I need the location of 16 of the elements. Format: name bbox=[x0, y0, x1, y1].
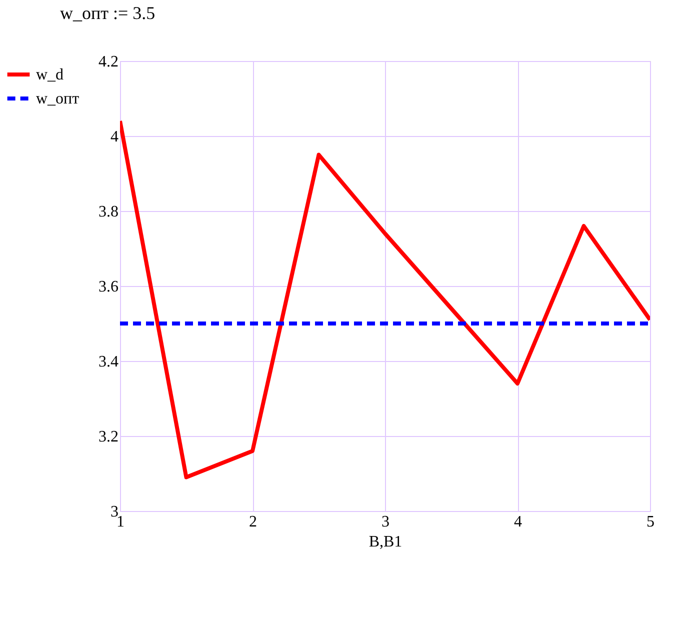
chart-title: w_опт := 3.5 bbox=[60, 3, 156, 23]
y-tick-label: 4 bbox=[110, 128, 118, 146]
x-tick-label: 3 bbox=[382, 514, 390, 530]
y-tick-label: 3.8 bbox=[98, 204, 118, 220]
x-tick-label: 5 bbox=[646, 514, 654, 530]
x-tick-label: 1 bbox=[116, 514, 124, 530]
x-tick-label: 4 bbox=[514, 514, 522, 530]
line-series bbox=[120, 119, 650, 480]
legend-label: w_d bbox=[36, 66, 64, 84]
y-tick-label: 4.2 bbox=[98, 54, 118, 70]
x-tick-label: 2 bbox=[249, 514, 257, 530]
y-tick-label: 3.4 bbox=[98, 354, 118, 370]
y-tick-label: 3.6 bbox=[98, 278, 118, 296]
x-axis-title: B,B1 bbox=[368, 534, 402, 550]
y-tick-label: 3.2 bbox=[98, 428, 118, 446]
legend-label: w_опт bbox=[36, 90, 80, 108]
